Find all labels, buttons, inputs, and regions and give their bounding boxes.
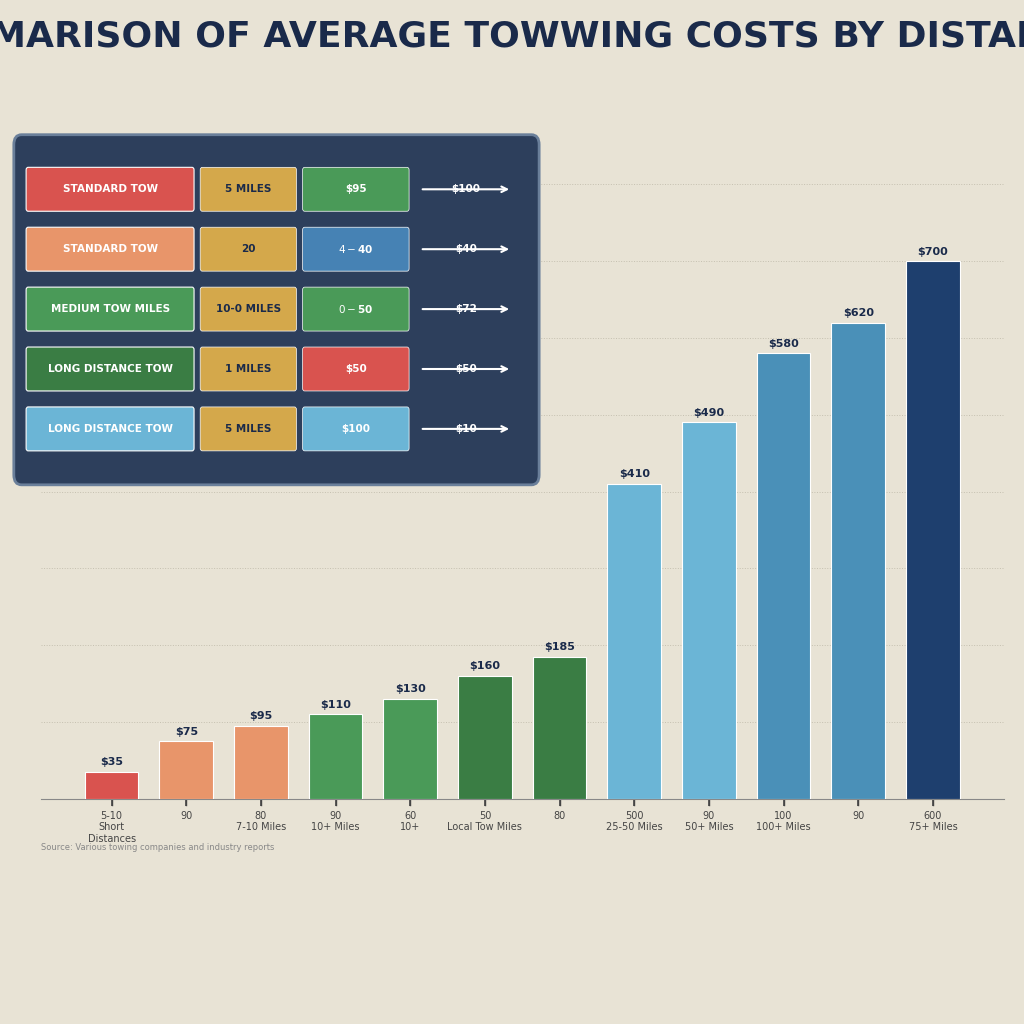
Text: 10-0 MILES: 10-0 MILES <box>216 304 281 314</box>
FancyBboxPatch shape <box>200 227 297 271</box>
Text: MEDIUM TOW MILES: MEDIUM TOW MILES <box>50 304 170 314</box>
FancyBboxPatch shape <box>200 347 297 391</box>
Text: $72: $72 <box>455 304 477 314</box>
Text: 5 MILES: 5 MILES <box>225 424 271 434</box>
Text: $110: $110 <box>321 699 351 710</box>
FancyBboxPatch shape <box>27 227 195 271</box>
Text: 5 MILES: 5 MILES <box>225 184 271 195</box>
Text: STANDARD TOW: STANDARD TOW <box>62 244 158 254</box>
Text: $100: $100 <box>341 424 371 434</box>
Text: $35: $35 <box>100 757 123 767</box>
Text: $0-$50: $0-$50 <box>338 303 374 315</box>
Text: $50: $50 <box>345 364 367 374</box>
FancyBboxPatch shape <box>27 347 195 391</box>
Text: $620: $620 <box>843 308 873 317</box>
Text: $160: $160 <box>469 662 501 672</box>
Text: MARISON OF AVERAGE TOWWING COSTS BY DISTANCE: MARISON OF AVERAGE TOWWING COSTS BY DIST… <box>0 19 1024 53</box>
Text: $700: $700 <box>918 247 948 257</box>
Bar <box>906 261 959 799</box>
FancyBboxPatch shape <box>27 407 195 451</box>
Bar <box>308 715 362 799</box>
Bar <box>85 772 138 799</box>
FancyBboxPatch shape <box>303 407 410 451</box>
Text: $100: $100 <box>452 184 480 195</box>
FancyBboxPatch shape <box>14 135 540 484</box>
Bar <box>458 676 512 799</box>
Bar <box>234 726 288 799</box>
FancyBboxPatch shape <box>303 227 410 271</box>
Text: $410: $410 <box>618 469 650 479</box>
Text: $95: $95 <box>345 184 367 195</box>
Bar <box>682 422 736 799</box>
FancyBboxPatch shape <box>27 167 195 211</box>
Text: LONG DISTANCE TOW: LONG DISTANCE TOW <box>47 424 173 434</box>
Text: $40: $40 <box>455 244 477 254</box>
FancyBboxPatch shape <box>303 167 410 211</box>
Bar <box>757 353 810 799</box>
Bar <box>831 323 885 799</box>
Text: $10: $10 <box>455 424 477 434</box>
Text: 1 MILES: 1 MILES <box>225 364 271 374</box>
Bar <box>607 484 662 799</box>
FancyBboxPatch shape <box>303 347 410 391</box>
Text: $75: $75 <box>175 726 198 736</box>
Text: $95: $95 <box>249 711 272 721</box>
Bar <box>532 656 587 799</box>
Bar <box>383 698 437 799</box>
FancyBboxPatch shape <box>200 167 297 211</box>
Text: Source: Various towing companies and industry reports: Source: Various towing companies and ind… <box>41 843 274 852</box>
Text: STANDARD TOW: STANDARD TOW <box>62 184 158 195</box>
Text: 20: 20 <box>241 244 256 254</box>
Text: $130: $130 <box>395 684 426 694</box>
FancyBboxPatch shape <box>200 287 297 331</box>
Text: $490: $490 <box>693 408 724 418</box>
Text: LONG DISTANCE TOW: LONG DISTANCE TOW <box>47 364 173 374</box>
FancyBboxPatch shape <box>27 287 195 331</box>
Text: $50: $50 <box>455 364 477 374</box>
Bar <box>160 741 213 799</box>
Text: $580: $580 <box>768 339 799 348</box>
FancyBboxPatch shape <box>303 287 410 331</box>
Text: $185: $185 <box>544 642 575 652</box>
Text: $4-$40: $4-$40 <box>338 243 374 255</box>
FancyBboxPatch shape <box>200 407 297 451</box>
